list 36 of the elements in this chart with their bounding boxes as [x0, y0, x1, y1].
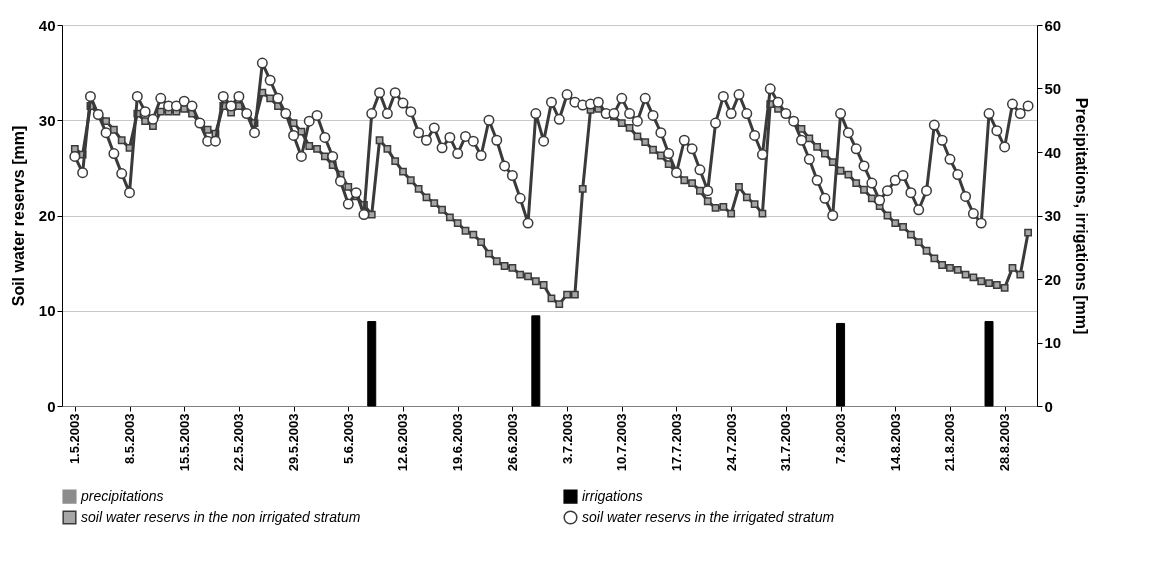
x-tick-label: 31.7.2003 — [778, 413, 794, 472]
legend-label: soil water reservs in the non irrigated stratum — [81, 508, 361, 525]
y-axis-title: Soil water reservs [mm] — [9, 125, 27, 307]
legend-label: soil water reservs in the irrigated stratum — [582, 508, 835, 525]
legend-label: irrigations — [582, 487, 643, 504]
y2-tick-label: 20 — [1044, 270, 1062, 288]
y-tick-label: 10 — [38, 302, 56, 320]
legend-label: precipitations — [80, 487, 164, 504]
x-tick-label: 3.7.2003 — [559, 413, 575, 465]
x-tick-label: 7.8.2003 — [833, 413, 849, 465]
x-tick-label: 28.8.2003 — [997, 413, 1013, 472]
y-tick-label: 20 — [38, 207, 56, 224]
x-tick-label: 21.8.2003 — [942, 413, 958, 472]
y-tick-label: 0 — [47, 397, 56, 415]
x-tick-label: 12.6.2003 — [395, 413, 411, 472]
x-tick-label: 15.5.2003 — [176, 413, 192, 472]
y2-axis-title: Precipitations, irrigations [mm] — [1073, 97, 1091, 335]
y2-tick-label: 60 — [1044, 16, 1062, 34]
x-tick-label: 24.7.2003 — [723, 413, 739, 472]
x-tick-label: 10.7.2003 — [614, 413, 630, 472]
y2-tick-label: 50 — [1044, 80, 1062, 97]
y2-tick-label: 0 — [1044, 397, 1053, 415]
x-tick-label: 5.6.2003 — [340, 413, 356, 465]
y2-tick-label: 40 — [1044, 143, 1062, 161]
x-tick-label: 1.5.2003 — [67, 413, 83, 465]
y-tick-label: 30 — [38, 111, 56, 129]
x-tick-label: 14.8.2003 — [887, 413, 903, 472]
x-tick-label: 17.7.2003 — [668, 413, 684, 472]
y-tick-label: 40 — [38, 16, 56, 34]
x-tick-label: 29.5.2003 — [286, 413, 302, 472]
x-tick-label: 19.6.2003 — [450, 413, 466, 472]
x-tick-label: 26.6.2003 — [504, 413, 520, 472]
x-tick-label: 22.5.2003 — [231, 413, 247, 472]
y2-tick-label: 10 — [1044, 334, 1062, 351]
x-tick-label: 8.5.2003 — [122, 413, 138, 465]
y2-tick-label: 30 — [1044, 207, 1062, 224]
